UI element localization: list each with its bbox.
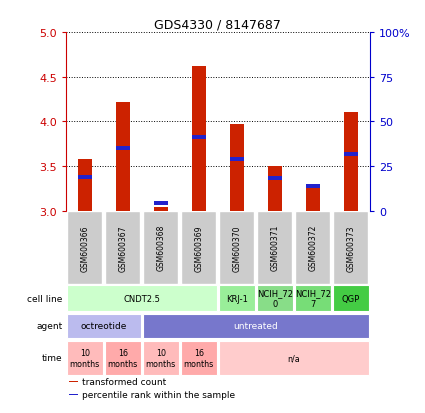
Text: GSM600369: GSM600369 xyxy=(194,225,203,271)
Bar xyxy=(69,381,79,382)
Bar xyxy=(69,394,79,395)
Bar xyxy=(143,314,368,339)
Text: GSM600368: GSM600368 xyxy=(156,225,165,271)
Bar xyxy=(67,285,217,312)
Title: GDS4330 / 8147687: GDS4330 / 8147687 xyxy=(154,19,281,32)
Text: NCIH_72
0: NCIH_72 0 xyxy=(257,289,293,308)
Bar xyxy=(116,102,130,211)
Text: cell line: cell line xyxy=(28,294,63,303)
Text: CNDT2.5: CNDT2.5 xyxy=(123,294,160,303)
Bar xyxy=(268,166,282,211)
Text: GSM600372: GSM600372 xyxy=(308,225,317,271)
Text: n/a: n/a xyxy=(287,354,300,363)
Bar xyxy=(219,211,254,284)
Bar xyxy=(78,159,92,211)
Text: GSM600367: GSM600367 xyxy=(118,225,127,271)
Text: KRJ-1: KRJ-1 xyxy=(226,294,248,303)
Bar xyxy=(230,125,244,211)
Text: octreotide: octreotide xyxy=(81,322,127,331)
Bar xyxy=(230,157,244,161)
Bar xyxy=(143,341,178,375)
Bar xyxy=(295,285,331,312)
Bar xyxy=(333,211,368,284)
Text: 10
months: 10 months xyxy=(70,348,100,368)
Bar xyxy=(67,314,141,339)
Text: GSM600373: GSM600373 xyxy=(346,225,355,271)
Text: GSM600366: GSM600366 xyxy=(80,225,89,271)
Text: 16
months: 16 months xyxy=(108,348,138,368)
Text: QGP: QGP xyxy=(342,294,360,303)
Bar xyxy=(343,153,358,157)
Bar xyxy=(306,184,320,188)
Bar xyxy=(219,285,255,312)
Text: 16
months: 16 months xyxy=(184,348,214,368)
Bar xyxy=(78,175,92,179)
Bar xyxy=(181,341,217,375)
Text: untreated: untreated xyxy=(233,322,278,331)
Bar xyxy=(105,341,141,375)
Text: agent: agent xyxy=(37,322,63,331)
Bar xyxy=(192,135,206,139)
Text: NCIH_72
7: NCIH_72 7 xyxy=(295,289,331,308)
Bar xyxy=(116,147,130,151)
Bar xyxy=(68,211,102,284)
Bar xyxy=(333,285,368,312)
Text: percentile rank within the sample: percentile rank within the sample xyxy=(82,390,235,399)
Bar xyxy=(343,113,358,211)
Bar xyxy=(181,211,216,284)
Text: 10
months: 10 months xyxy=(146,348,176,368)
Bar xyxy=(257,285,293,312)
Bar xyxy=(153,202,168,206)
Text: GSM600370: GSM600370 xyxy=(232,225,241,271)
Text: time: time xyxy=(42,354,63,363)
Bar xyxy=(143,211,178,284)
Bar xyxy=(268,177,282,181)
Bar xyxy=(306,189,320,211)
Bar xyxy=(295,211,330,284)
Bar xyxy=(219,341,368,375)
Text: transformed count: transformed count xyxy=(82,377,166,386)
Bar xyxy=(105,211,140,284)
Bar xyxy=(257,211,292,284)
Bar xyxy=(192,67,206,211)
Text: GSM600371: GSM600371 xyxy=(270,225,279,271)
Bar xyxy=(153,208,168,211)
Bar xyxy=(67,341,103,375)
